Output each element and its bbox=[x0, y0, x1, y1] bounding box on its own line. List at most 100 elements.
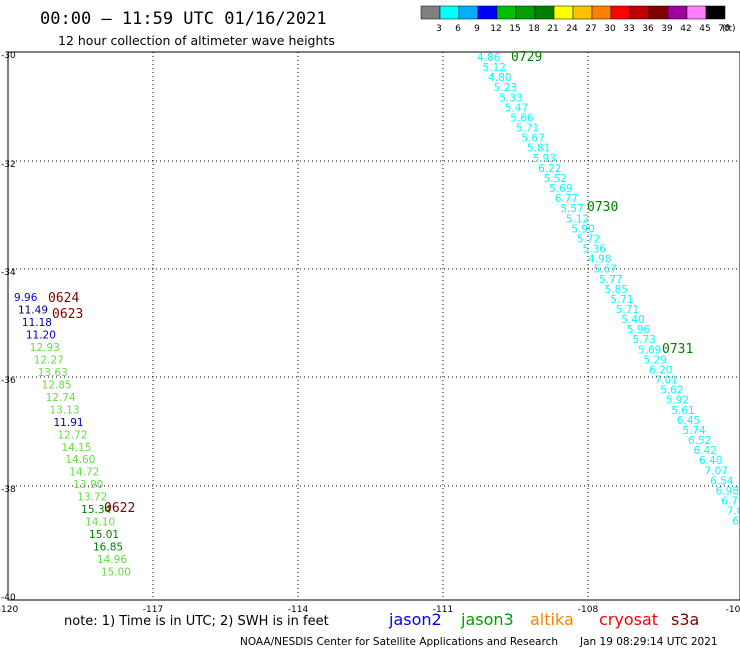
wave-height-value: 15.00 bbox=[101, 567, 131, 579]
colorbar-tick-label: 9 bbox=[474, 24, 480, 34]
wave-height-value: 5.12 bbox=[483, 62, 506, 74]
wave-height-value: 14.72 bbox=[69, 467, 99, 479]
y-tick-label: -32 bbox=[1, 160, 16, 170]
wave-height-value: 13.72 bbox=[77, 492, 107, 504]
wave-height-value: 12.93 bbox=[30, 342, 60, 354]
satellite-legend-cryosat: cryosat bbox=[599, 610, 658, 629]
y-tick-label: -34 bbox=[1, 268, 16, 278]
plot-frame bbox=[7, 51, 740, 601]
wave-height-value: 12.85 bbox=[42, 379, 72, 391]
wave-height-value: 6. bbox=[732, 516, 740, 528]
wave-height-value: 6.42 bbox=[693, 445, 716, 457]
wave-height-value: 6.45 bbox=[677, 415, 700, 427]
wave-height-value: 5.12 bbox=[566, 213, 589, 225]
x-tick-label: -120 bbox=[0, 605, 18, 615]
pass-time-label: 0731 bbox=[662, 342, 693, 357]
colorbar-unit-label: (ft) bbox=[722, 24, 736, 34]
colorbar-swatch bbox=[629, 5, 650, 20]
color-legend: 3 6 9 12 15 18 21 24 27 30 33 36 39 42 45 70(ft) bbox=[420, 5, 736, 34]
credit-text: NOAA/NESDIS Center for Satellite Applica… bbox=[240, 636, 558, 648]
colorbar-swatch bbox=[648, 5, 669, 20]
wave-height-value: 14.15 bbox=[61, 442, 91, 454]
wave-height-value: 5.92 bbox=[666, 395, 689, 407]
wave-height-value: 11.18 bbox=[22, 317, 52, 329]
wave-height-value: 5.29 bbox=[644, 354, 667, 366]
colorbar-swatch bbox=[496, 5, 517, 20]
wave-height-value: 14.96 bbox=[97, 554, 127, 566]
x-tick-label: -114 bbox=[288, 605, 309, 615]
wave-height-value: 5.33 bbox=[499, 92, 522, 104]
wave-height-value: 5.69 bbox=[549, 183, 572, 195]
wave-height-value: 7 bbox=[738, 526, 740, 538]
colorbar-tick-label: 36 bbox=[642, 24, 654, 34]
footer-note: note: 1) Time is in UTC; 2) SWH is in fe… bbox=[64, 614, 329, 629]
satellite-legend-jason2: jason2 bbox=[388, 610, 442, 629]
colorbar-tick-label: 45 bbox=[699, 24, 710, 34]
colorbar-tick-label: 39 bbox=[661, 24, 673, 34]
wave-height-value: 5.61 bbox=[671, 405, 694, 417]
wave-height-value: 5.36 bbox=[582, 244, 606, 256]
pass-time-label: 0730 bbox=[587, 200, 618, 215]
wave-height-value: 5.71 bbox=[616, 304, 639, 316]
colorbar-swatch bbox=[572, 5, 593, 20]
wave-height-value: 6.52 bbox=[688, 435, 711, 447]
colorbar-tick-label: 70 bbox=[718, 24, 730, 34]
wave-height-value: 6.20 bbox=[649, 364, 672, 376]
colorbar-swatch bbox=[420, 5, 441, 20]
wave-height-value: 11.91 bbox=[54, 417, 84, 429]
wave-height-value: 13.13 bbox=[50, 404, 80, 416]
wave-height-value: 6.40 bbox=[699, 455, 722, 467]
wave-height-value: 5.47 bbox=[505, 102, 528, 114]
colorbar-swatch bbox=[686, 5, 707, 20]
satellite-legend-altika: altika bbox=[530, 610, 574, 629]
x-tick-label: -10 bbox=[726, 605, 740, 615]
wave-height-value: 15.34 bbox=[81, 504, 111, 516]
wave-height-value: 6.54 bbox=[710, 475, 734, 487]
satellite-legend-s3a: s3a bbox=[671, 610, 699, 629]
wave-height-value: 6.77 bbox=[555, 193, 578, 205]
wave-height-value: 14.10 bbox=[85, 517, 115, 529]
page-title: 00:00 – 11:59 UTC 01/16/2021 bbox=[40, 9, 327, 29]
colorbar-swatch bbox=[610, 5, 631, 20]
pass-time-label: 0624 bbox=[48, 291, 79, 306]
wave-height-value: 13.63 bbox=[38, 367, 68, 379]
satellite-legend: jason2 jason3 altika cryosat s3a bbox=[388, 610, 699, 629]
colorbar-tick-label: 42 bbox=[680, 24, 691, 34]
wave-height-value: 5.69 bbox=[638, 344, 661, 356]
wave-height-value: 5.90 bbox=[571, 223, 594, 235]
y-tick-label: -38 bbox=[1, 485, 16, 495]
x-tick-label: -111 bbox=[433, 605, 453, 615]
wave-height-value: 4.80 bbox=[488, 72, 511, 84]
wave-height-value: 5.23 bbox=[494, 82, 517, 94]
wave-height-value: 16.85 bbox=[93, 542, 123, 554]
y-tick-label: -30 bbox=[1, 51, 16, 61]
colorbar-swatch bbox=[553, 5, 574, 20]
pass-time-label: 0729 bbox=[511, 50, 542, 65]
x-axis-labels: -120 -117 -114 -111 -108 -10 bbox=[0, 605, 740, 615]
colorbar-swatch bbox=[534, 5, 555, 20]
x-tick-label: -108 bbox=[578, 605, 599, 615]
wave-height-value: 5.66 bbox=[510, 112, 534, 124]
page-subtitle: 12 hour collection of altimeter wave hei… bbox=[58, 33, 335, 48]
colorbar-tick-label: 33 bbox=[623, 24, 634, 34]
wave-height-value: 13.90 bbox=[73, 479, 103, 491]
y-tick-label: -40 bbox=[1, 593, 16, 603]
timestamp-text: Jan 19 08:29:14 UTC 2021 bbox=[579, 636, 718, 648]
wave-height-value: 14.60 bbox=[65, 454, 95, 466]
wave-height-value: 7.07 bbox=[705, 465, 728, 477]
wave-height-value: 11.20 bbox=[26, 329, 56, 341]
altimeter-tracks: 4.865.124.805.235.335.475.665.715.675.81… bbox=[14, 50, 740, 579]
colorbar-tick-label: 15 bbox=[509, 24, 520, 34]
wave-height-value: 5.52 bbox=[544, 173, 567, 185]
pass-time-label: 0623 bbox=[52, 307, 83, 322]
colorbar-tick-label: 3 bbox=[436, 24, 442, 34]
colorbar-tick-label: 27 bbox=[585, 24, 596, 34]
wave-height-value: 5.62 bbox=[660, 385, 683, 397]
wave-height-value: 4.86 bbox=[477, 52, 501, 64]
colorbar-swatch bbox=[667, 5, 688, 20]
colorbar-swatch bbox=[439, 5, 460, 20]
colorbar-tick-label: 24 bbox=[566, 24, 578, 34]
wave-height-value: 6.71 bbox=[721, 496, 740, 508]
wave-height-value: 11.49 bbox=[18, 304, 48, 316]
